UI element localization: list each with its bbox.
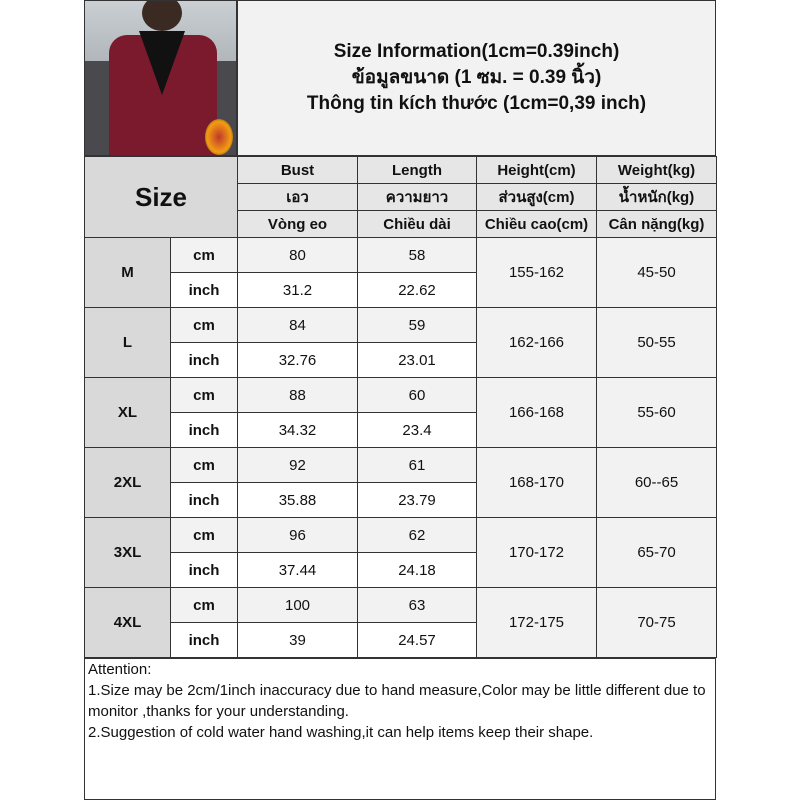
table-row: inch 34.32 23.4: [85, 412, 717, 448]
height-range: 155-162: [476, 237, 597, 308]
length-cm: 61: [357, 447, 477, 483]
bust-cm: 84: [237, 307, 358, 343]
bust-inch: 32.76: [237, 342, 358, 378]
unit-cm: cm: [170, 237, 238, 273]
unit-inch: inch: [170, 622, 238, 658]
height-range: 172-175: [476, 587, 597, 658]
product-photo: [84, 0, 237, 156]
length-inch: 24.57: [357, 622, 477, 658]
header-height-en: Height(cm): [476, 156, 597, 184]
unit-cm: cm: [170, 587, 238, 623]
table-row: 2XL cm 92 61 168-170 60--65: [84, 447, 717, 518]
size-name: M: [84, 237, 171, 308]
table-row: 4XL cm 100 63 172-175 70-75: [84, 587, 717, 658]
note-item: 1.Size may be 2cm/1inch inaccuracy due t…: [88, 682, 706, 720]
bust-inch: 35.88: [237, 482, 358, 518]
bust-inch: 34.32: [237, 412, 358, 448]
header-length-th: ความยาว: [357, 183, 477, 211]
weight-range: 45-50: [596, 237, 717, 308]
unit-cm: cm: [170, 517, 238, 553]
unit-inch: inch: [170, 272, 238, 308]
table-row: inch 37.44 24.18: [85, 552, 717, 588]
size-table: Size Bust Length Height(cm) Weight(kg) เ…: [84, 156, 717, 658]
bust-inch: 39: [237, 622, 358, 658]
table-row: inch 31.2 22.62: [85, 272, 717, 308]
title-thai: ข้อมูลขนาด (1 ซม. = 0.39 นิ้ว): [351, 67, 602, 88]
header-bust-vi: Vòng eo: [237, 210, 358, 238]
header-bust-th: เอว: [237, 183, 358, 211]
fleece-badge-icon: [205, 119, 233, 155]
weight-range: 65-70: [596, 517, 717, 588]
length-cm: 62: [357, 517, 477, 553]
length-cm: 60: [357, 377, 477, 413]
table-row: inch 35.88 23.79: [85, 482, 717, 518]
weight-range: 50-55: [596, 307, 717, 378]
unit-cm: cm: [170, 377, 238, 413]
bust-cm: 96: [237, 517, 358, 553]
length-inch: 23.79: [357, 482, 477, 518]
notes-heading: Attention:: [88, 661, 152, 678]
header-length-en: Length: [357, 156, 477, 184]
table-row: inch 32.76 23.01: [85, 342, 717, 378]
bust-cm: 80: [237, 237, 358, 273]
length-cm: 63: [357, 587, 477, 623]
size-name: 3XL: [84, 517, 171, 588]
bust-cm: 92: [237, 447, 358, 483]
height-range: 166-168: [476, 377, 597, 448]
weight-range: 60--65: [596, 447, 717, 518]
bust-cm: 100: [237, 587, 358, 623]
table-row: inch 39 24.57: [85, 622, 717, 658]
length-cm: 59: [357, 307, 477, 343]
title-vietnamese: Thông tin kích thước (1cm=0,39 inch): [306, 93, 647, 114]
header-weight-en: Weight(kg): [596, 156, 717, 184]
header-height-vi: Chiều cao(cm): [476, 210, 597, 238]
header-weight-th: น้ำหนัก(kg): [596, 183, 717, 211]
header-weight-vi: Cân nặng(kg): [596, 210, 717, 238]
table-row: 3XL cm 96 62 170-172 65-70: [84, 517, 717, 588]
length-cm: 58: [357, 237, 477, 273]
height-range: 170-172: [476, 517, 597, 588]
unit-inch: inch: [170, 342, 238, 378]
attention-notes: Attention: 1.Size may be 2cm/1inch inacc…: [84, 658, 716, 800]
unit-inch: inch: [170, 482, 238, 518]
length-inch: 23.01: [357, 342, 477, 378]
unit-inch: inch: [170, 552, 238, 588]
size-header: Size: [84, 156, 238, 238]
length-inch: 22.62: [357, 272, 477, 308]
note-item: 2.Suggestion of cold water hand washing,…: [88, 724, 594, 741]
header-height-th: ส่วนสูง(cm): [476, 183, 597, 211]
length-inch: 24.18: [357, 552, 477, 588]
weight-range: 70-75: [596, 587, 717, 658]
header-length-vi: Chiều dài: [357, 210, 477, 238]
header-bust-en: Bust: [237, 156, 358, 184]
size-name: 2XL: [84, 447, 171, 518]
unit-inch: inch: [170, 412, 238, 448]
size-name: 4XL: [84, 587, 171, 658]
length-inch: 23.4: [357, 412, 477, 448]
title-english: Size Information(1cm=0.39inch): [333, 41, 620, 62]
bust-inch: 37.44: [237, 552, 358, 588]
size-name: XL: [84, 377, 171, 448]
unit-cm: cm: [170, 307, 238, 343]
bust-inch: 31.2: [237, 272, 358, 308]
height-range: 168-170: [476, 447, 597, 518]
bust-cm: 88: [237, 377, 358, 413]
weight-range: 55-60: [596, 377, 717, 448]
table-row: XL cm 88 60 166-168 55-60: [84, 377, 717, 448]
unit-cm: cm: [170, 447, 238, 483]
size-info-title: Size Information(1cm=0.39inch) ข้อมูลขนา…: [237, 0, 716, 156]
height-range: 162-166: [476, 307, 597, 378]
size-name: L: [84, 307, 171, 378]
